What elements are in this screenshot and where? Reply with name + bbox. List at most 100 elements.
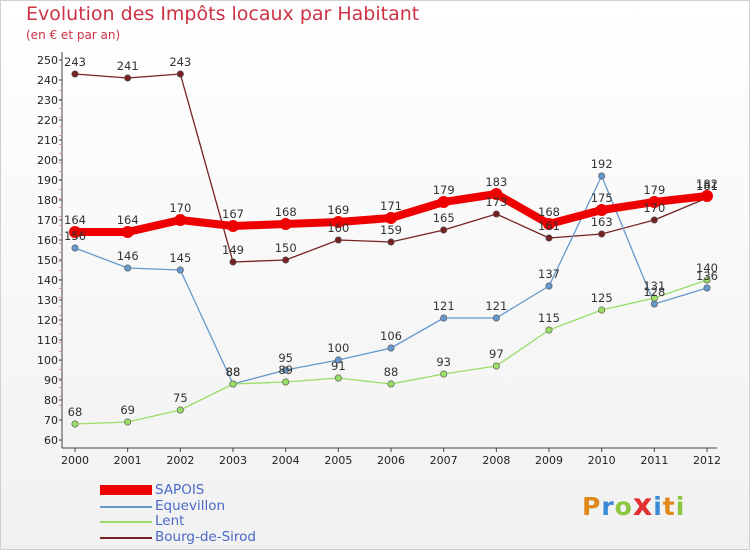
data-label-bourg-de-sirod: 173 <box>485 195 507 209</box>
x-tick-label: 2000 <box>61 454 89 467</box>
data-label-equevillon: 121 <box>485 299 507 313</box>
data-point-sapois <box>701 190 713 202</box>
y-tick-label: 130 <box>37 294 58 307</box>
y-tick-label: 60 <box>44 434 58 447</box>
data-label-bourg-de-sirod: 165 <box>433 211 455 225</box>
legend: SAPOIS Equevillon Lent Bourg-de-Sirod <box>100 482 350 546</box>
data-point-sapois <box>385 212 397 224</box>
data-point-bourg-de-sirod <box>545 234 553 242</box>
data-point-lent <box>282 378 290 386</box>
y-tick-label: 230 <box>37 94 58 107</box>
x-tick-label: 2010 <box>588 454 616 467</box>
data-label-lent: 89 <box>278 363 293 377</box>
y-tick-label: 110 <box>37 334 58 347</box>
data-point-lent <box>229 380 237 388</box>
data-point-sapois <box>279 218 292 230</box>
data-point-lent <box>440 370 448 378</box>
data-point-lent <box>703 276 711 284</box>
data-point-lent <box>598 306 606 314</box>
x-tick-label: 2007 <box>430 454 458 467</box>
data-point-bourg-de-sirod <box>440 226 448 234</box>
data-label-lent: 93 <box>436 355 451 369</box>
data-label-bourg-de-sirod: 161 <box>538 219 560 233</box>
legend-label-lent: Lent <box>155 513 185 529</box>
data-point-lent <box>124 418 132 426</box>
legend-label-equevillon: Equevillon <box>155 497 226 514</box>
y-tick-label: 200 <box>37 154 58 167</box>
data-point-lent <box>650 294 658 302</box>
y-tick-label: 70 <box>44 414 58 427</box>
chart-title: Evolution des Impôts locaux par Habitant <box>26 3 420 25</box>
data-label-equevillon: 192 <box>591 157 613 171</box>
data-point-bourg-de-sirod <box>598 230 606 238</box>
data-point-equevillon <box>440 314 448 322</box>
legend-item-bourg-de-sirod: Bourg-de-Sirod <box>100 529 350 546</box>
y-tick-label: 120 <box>37 314 58 327</box>
legend-label-sapois: SAPOIS <box>155 482 205 498</box>
data-point-bourg-de-sirod <box>176 70 184 78</box>
data-label-bourg-de-sirod: 149 <box>222 243 244 257</box>
data-label-equevillon: 106 <box>380 329 402 343</box>
data-label-sapois: 169 <box>327 203 349 217</box>
data-point-equevillon <box>492 314 500 322</box>
x-tick-label: 2006 <box>377 454 405 467</box>
data-point-equevillon <box>176 266 184 274</box>
data-point-lent <box>492 362 500 370</box>
data-label-sapois: 167 <box>222 207 244 221</box>
legend-item-equevillon: Equevillon <box>100 497 350 515</box>
data-label-lent: 68 <box>68 405 83 419</box>
data-point-sapois <box>69 226 81 238</box>
data-label-sapois: 171 <box>380 199 402 213</box>
data-label-equevillon: 88 <box>226 365 241 379</box>
data-point-equevillon <box>334 356 342 364</box>
data-point-equevillon <box>545 282 553 290</box>
x-tick-label: 2003 <box>219 454 247 467</box>
data-label-sapois: 183 <box>485 175 507 189</box>
data-label-equevillon: 156 <box>64 229 86 243</box>
y-tick-label: 220 <box>37 114 58 127</box>
data-label-equevillon: 121 <box>433 299 455 313</box>
legend-swatch-sapois <box>100 485 152 495</box>
data-label-equevillon: 136 <box>696 269 718 283</box>
data-label-lent: 131 <box>643 279 665 293</box>
legend-swatch-equevillon <box>100 505 152 508</box>
data-label-sapois: 170 <box>169 201 191 215</box>
data-point-lent <box>176 406 184 414</box>
data-label-sapois: 164 <box>117 213 139 227</box>
data-label-lent: 140 <box>696 261 718 275</box>
data-point-equevillon <box>387 344 395 352</box>
data-point-sapois <box>174 214 187 226</box>
x-tick-label: 2005 <box>324 454 352 467</box>
series-sapois <box>69 188 713 238</box>
data-point-bourg-de-sirod <box>229 258 237 266</box>
data-point-equevillon <box>71 244 79 252</box>
data-label-lent: 97 <box>489 347 504 361</box>
data-point-lent <box>334 374 342 382</box>
data-label-equevillon: 146 <box>117 249 139 263</box>
data-label-sapois: 164 <box>64 213 86 227</box>
y-tick-label: 100 <box>37 354 58 367</box>
data-point-sapois <box>648 196 661 208</box>
y-tick-label: 180 <box>37 194 58 207</box>
data-label-sapois: 168 <box>275 205 297 219</box>
y-tick-label: 190 <box>37 174 58 187</box>
data-label-lent: 115 <box>538 311 560 325</box>
y-tick-label: 250 <box>37 54 58 67</box>
data-label-bourg-de-sirod: 243 <box>64 55 86 69</box>
data-point-equevillon <box>650 300 658 308</box>
data-label-lent: 91 <box>331 359 346 373</box>
x-tick-label: 2001 <box>114 454 142 467</box>
data-point-equevillon <box>282 366 290 374</box>
y-tick-label: 160 <box>37 234 58 247</box>
data-label-equevillon: 128 <box>643 285 665 299</box>
x-tick-label: 2008 <box>482 454 510 467</box>
data-label-lent: 75 <box>173 391 188 405</box>
x-tick-label: 2002 <box>166 454 194 467</box>
data-point-sapois <box>490 188 503 200</box>
data-point-bourg-de-sirod <box>124 74 132 82</box>
data-point-lent <box>71 420 79 428</box>
data-label-bourg-de-sirod: 181 <box>696 179 718 193</box>
data-label-bourg-de-sirod: 150 <box>275 241 297 255</box>
